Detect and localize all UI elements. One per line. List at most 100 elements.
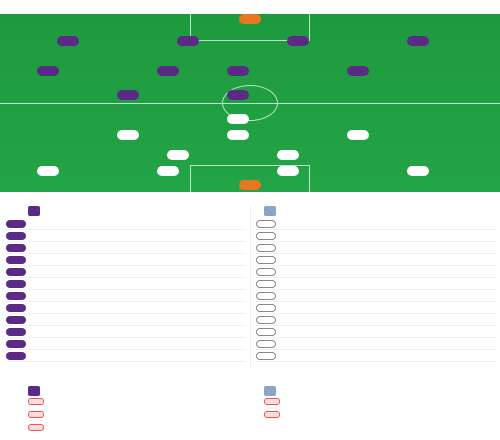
- player-number: [407, 36, 429, 46]
- subs-divider: [250, 206, 251, 368]
- list-item[interactable]: [256, 350, 496, 362]
- away-player[interactable]: [140, 166, 196, 179]
- home-player[interactable]: [100, 90, 156, 103]
- injury-icon: [264, 411, 280, 418]
- list-item[interactable]: [6, 230, 246, 242]
- injury-icon: [28, 411, 44, 418]
- home-player[interactable]: [390, 36, 446, 49]
- home-injury-team-head: [28, 386, 44, 396]
- list-item[interactable]: [256, 338, 496, 350]
- player-number: [117, 90, 139, 100]
- list-item[interactable]: [6, 218, 246, 230]
- player-number: [6, 327, 26, 336]
- player-number: [6, 291, 26, 300]
- player-number: [347, 130, 369, 140]
- player-number: [6, 351, 26, 360]
- away-player[interactable]: [210, 114, 266, 127]
- injury-item[interactable]: [28, 398, 50, 405]
- away-crest-icon: [264, 206, 276, 216]
- player-number: [256, 327, 276, 336]
- player-number: [287, 36, 309, 46]
- list-item[interactable]: [256, 266, 496, 278]
- list-item[interactable]: [256, 326, 496, 338]
- list-item[interactable]: [256, 290, 496, 302]
- home-player[interactable]: [270, 36, 326, 49]
- away-injury-team-head: [264, 386, 280, 396]
- home-subs-list: [6, 218, 246, 362]
- player-number: [256, 339, 276, 348]
- player-number: [117, 130, 139, 140]
- home-player[interactable]: [160, 36, 216, 49]
- player-number: [157, 66, 179, 76]
- home-injury-crest-icon: [28, 386, 40, 396]
- away-player[interactable]: [150, 150, 206, 163]
- home-player[interactable]: [210, 90, 266, 103]
- away-player[interactable]: [330, 130, 386, 143]
- injury-icon: [264, 398, 280, 405]
- injury-icon: [28, 424, 44, 431]
- player-number: [167, 150, 189, 160]
- pitch: [0, 14, 500, 192]
- list-item[interactable]: [256, 278, 496, 290]
- player-number: [256, 255, 276, 264]
- injury-item[interactable]: [28, 424, 50, 431]
- away-player[interactable]: [20, 166, 76, 179]
- injury-item[interactable]: [264, 398, 286, 405]
- list-item[interactable]: [6, 266, 246, 278]
- player-number: [57, 36, 79, 46]
- center-circle: [222, 85, 278, 121]
- away-subs-list: [256, 218, 496, 362]
- list-item[interactable]: [6, 278, 246, 290]
- injury-item[interactable]: [28, 411, 50, 418]
- player-number: [256, 279, 276, 288]
- list-item[interactable]: [6, 302, 246, 314]
- away-player[interactable]: [260, 150, 316, 163]
- home-player[interactable]: [210, 66, 266, 79]
- player-number: [37, 66, 59, 76]
- away-player[interactable]: [222, 180, 278, 192]
- list-item[interactable]: [256, 230, 496, 242]
- player-number: [256, 231, 276, 240]
- away-team-head: [264, 206, 280, 216]
- list-item[interactable]: [6, 326, 246, 338]
- list-item[interactable]: [6, 242, 246, 254]
- injury-icon: [28, 398, 44, 405]
- list-item[interactable]: [256, 254, 496, 266]
- list-item[interactable]: [6, 254, 246, 266]
- home-crest-icon: [28, 206, 40, 216]
- player-number: [227, 114, 249, 124]
- injury-item[interactable]: [264, 411, 286, 418]
- player-number: [6, 267, 26, 276]
- player-number: [6, 303, 26, 312]
- away-player[interactable]: [260, 166, 316, 179]
- list-item[interactable]: [256, 242, 496, 254]
- top-penalty-box: [190, 14, 310, 41]
- list-item[interactable]: [256, 314, 496, 326]
- player-number: [256, 303, 276, 312]
- list-item[interactable]: [256, 218, 496, 230]
- home-player[interactable]: [140, 66, 196, 79]
- player-number: [6, 279, 26, 288]
- away-injury-crest-icon: [264, 386, 276, 396]
- list-item[interactable]: [6, 314, 246, 326]
- home-player[interactable]: [222, 14, 278, 27]
- player-number: [6, 315, 26, 324]
- player-number: [239, 14, 261, 24]
- player-number: [177, 36, 199, 46]
- list-item[interactable]: [6, 290, 246, 302]
- player-number: [256, 315, 276, 324]
- player-number: [227, 66, 249, 76]
- home-player[interactable]: [40, 36, 96, 49]
- page-header: [0, 0, 500, 14]
- list-item[interactable]: [256, 302, 496, 314]
- list-item[interactable]: [6, 350, 246, 362]
- away-player[interactable]: [100, 130, 156, 143]
- player-number: [256, 219, 276, 228]
- player-number: [256, 291, 276, 300]
- player-number: [6, 243, 26, 252]
- away-player[interactable]: [390, 166, 446, 179]
- list-item[interactable]: [6, 338, 246, 350]
- away-player[interactable]: [210, 130, 266, 143]
- home-player[interactable]: [330, 66, 386, 79]
- home-player[interactable]: [20, 66, 76, 79]
